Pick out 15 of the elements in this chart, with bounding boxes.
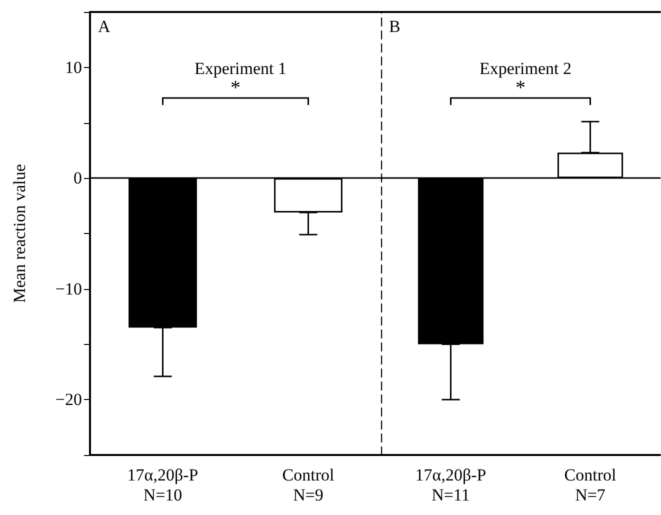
text: Experiment 1 [194, 59, 287, 78]
y-tick-label: −20 [55, 390, 82, 410]
x-tick-label: 17α,20β-P N=11 [415, 466, 486, 504]
annotation: * [516, 77, 526, 99]
y-axis-title: Mean reaction value [10, 164, 29, 303]
x-tick-label: Control N=7 [564, 466, 616, 504]
text: Experiment 2 [479, 59, 572, 78]
x-tick-label: 17α,20β-P N=10 [127, 466, 198, 504]
y-tick-label: 0 [74, 168, 82, 188]
annotation: * [230, 77, 240, 99]
x-tick-label: Control N=9 [282, 466, 334, 504]
y-tick-label: −10 [55, 279, 82, 298]
annotation: B [389, 17, 400, 36]
y-tick-label: 10 [65, 58, 82, 77]
annotation: A [98, 17, 111, 36]
